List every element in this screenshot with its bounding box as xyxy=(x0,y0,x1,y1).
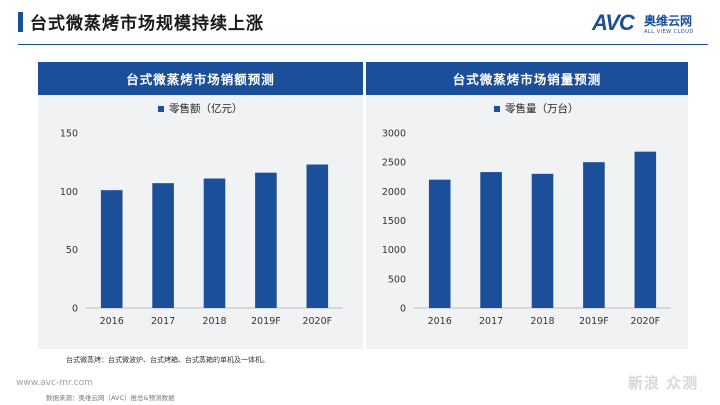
avc-logo: AVC 奥维云网 ALL VIEW CLOUD xyxy=(592,10,712,40)
title-bar: 台式微蒸烤市场规模持续上涨 AVC 奥维云网 ALL VIEW CLOUD xyxy=(0,0,720,46)
x-tick-label: 2016 xyxy=(100,316,124,327)
x-tick-label: 2016 xyxy=(428,316,452,327)
bar-2019F xyxy=(583,162,605,308)
bar-2016 xyxy=(100,190,123,308)
x-tick-label: 2020F xyxy=(630,316,660,327)
legend-swatch xyxy=(494,106,500,112)
bar-2019F xyxy=(255,172,277,308)
x-tick-label: 2017 xyxy=(479,316,503,327)
y-tick-label: 150 xyxy=(60,129,78,140)
title-accent-bar xyxy=(18,12,23,32)
y-tick-label: 1000 xyxy=(382,245,406,256)
sales-value-panel: 台式微蒸烤市场销额预测 零售额（亿元） 0 50 100 150 2016 2017 2018… xyxy=(38,62,363,349)
logo-name-en: ALL VIEW CLOUD xyxy=(644,29,694,35)
y-tick-label: 50 xyxy=(66,245,78,256)
y-tick-label: 0 xyxy=(72,304,78,315)
bar-2020F xyxy=(306,164,329,308)
legend-swatch xyxy=(158,106,164,112)
logo-brand: AVC xyxy=(592,10,635,35)
bar-2017 xyxy=(152,183,174,308)
x-tick-label: 2020F xyxy=(302,316,332,327)
sales-volume-chart-area xyxy=(366,95,688,349)
y-tick-label: 500 xyxy=(388,274,406,285)
website-url: www.avc-mr.com xyxy=(16,378,93,388)
page-title: 台式微蒸烤市场规模持续上涨 xyxy=(30,14,264,34)
y-tick-label: 3000 xyxy=(382,129,406,140)
bar-2018 xyxy=(531,173,554,308)
x-tick-label: 2019F xyxy=(579,316,609,327)
watermark: 新浪 众测 xyxy=(628,374,699,392)
sales-volume-chart-title: 台式微蒸烤市场销量预测 xyxy=(366,62,688,95)
legend-label: 零售额（亿元） xyxy=(169,102,243,115)
y-tick-label: 100 xyxy=(60,187,78,198)
bar-2016 xyxy=(428,179,451,308)
x-tick-label: 2018 xyxy=(202,316,226,327)
legend-label: 零售量（万台） xyxy=(505,102,579,115)
title-divider xyxy=(18,44,708,45)
sales-value-bar-chart: 零售额（亿元） 0 50 100 150 2016 2017 2018 2019F 2020F xyxy=(60,102,343,327)
y-tick-label: 2500 xyxy=(382,158,406,169)
logo-name-cn: 奥维云网 xyxy=(644,14,693,28)
bar-2020F xyxy=(634,151,657,308)
definition-footnote: 台式微蒸烤：台式微波炉、台式烤箱、台式蒸箱的单机及一体机。 xyxy=(66,356,269,364)
sales-volume-bar-chart: 零售量（万台） 0 500 1000 1500 2000 2500 3000 2016 2017 2… xyxy=(382,102,671,327)
y-tick-label: 2000 xyxy=(382,187,406,198)
x-tick-label: 2018 xyxy=(530,316,554,327)
bar-2017 xyxy=(480,172,502,308)
sales-value-chart-title: 台式微蒸烤市场销额预测 xyxy=(38,62,363,95)
y-tick-label: 0 xyxy=(400,304,406,315)
x-tick-label: 2017 xyxy=(151,316,175,327)
y-tick-label: 1500 xyxy=(382,216,406,227)
x-tick-label: 2019F xyxy=(251,316,281,327)
bar-2018 xyxy=(203,178,226,308)
sales-volume-panel: 台式微蒸烤市场销量预测 零售量（万台） 0 500 1000 1500 2000 2500 3… xyxy=(366,62,688,349)
data-source-note: 数据来源：奥维云网（AVC）推总&预测数据 xyxy=(46,394,175,402)
